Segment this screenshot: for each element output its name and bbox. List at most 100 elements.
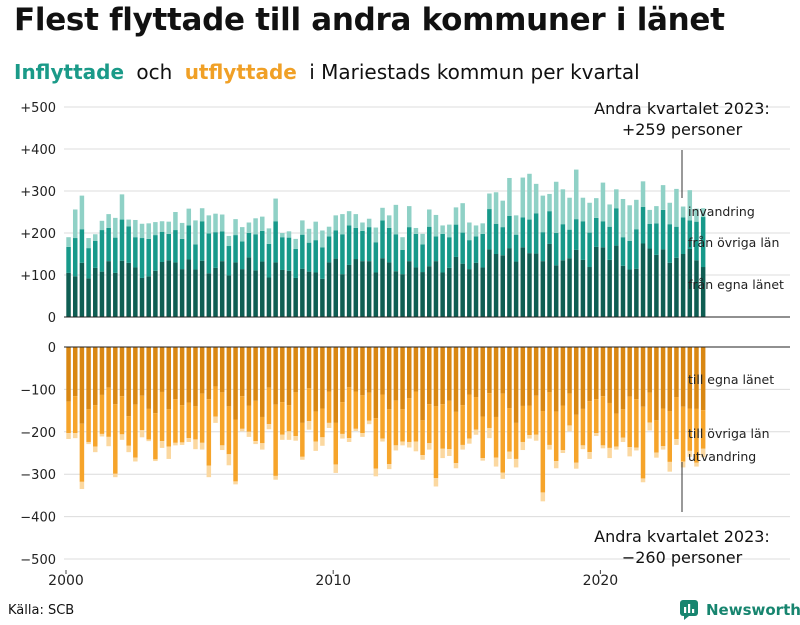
bar-in-local: [86, 278, 91, 317]
bar-in-local: [340, 274, 345, 317]
bar-in-local: [233, 262, 238, 317]
bar-out-local: [386, 347, 392, 410]
bar-in-immigration: [406, 206, 412, 228]
bar-out-local: [193, 347, 198, 407]
bar-in-region: [640, 206, 646, 244]
bar-in-local: [440, 272, 445, 317]
y-tick-label: +200: [20, 227, 56, 242]
bar-out-region: [654, 420, 659, 453]
bar-out-emigration: [273, 475, 278, 480]
bar-in-immigration: [520, 177, 526, 218]
label-fran-ovriga-lan: från övriga län: [688, 235, 779, 250]
bar-in-region: [286, 237, 292, 271]
bar-in-immigration: [286, 231, 292, 238]
bar-out-local: [453, 347, 459, 412]
bar-in-immigration: [413, 227, 419, 234]
bar-in-local: [427, 266, 432, 317]
bar-out-emigration: [660, 446, 666, 450]
bar-out-local: [640, 347, 646, 407]
bar-out-emigration: [233, 481, 238, 485]
bar-out-region: [353, 391, 359, 429]
bar-out-local: [580, 347, 586, 409]
bar-in-immigration: [687, 190, 693, 221]
bar-in-local: [620, 265, 626, 317]
bar-in-local: [179, 269, 185, 317]
bar-out-emigration: [286, 431, 292, 440]
bar-out-region: [313, 411, 318, 442]
bar-in-region: [553, 233, 559, 266]
bar-in-immigration: [507, 177, 512, 216]
bar-out-region: [199, 393, 205, 443]
y-tick-label: 0: [48, 311, 56, 326]
bar-out-emigration: [667, 461, 672, 472]
bar-in-region: [433, 236, 439, 262]
bar-in-local: [166, 260, 171, 317]
bar-in-region: [600, 221, 606, 248]
bar-in-immigration: [340, 214, 345, 235]
bar-in-local: [507, 248, 512, 317]
bar-out-emigration: [86, 441, 91, 445]
bar-out-emigration: [373, 468, 379, 477]
bar-out-region: [427, 404, 432, 444]
bar-out-region: [614, 413, 619, 447]
bar-out-region: [594, 399, 599, 434]
bar-out-region: [607, 402, 612, 448]
bar-in-local: [467, 269, 472, 317]
bar-in-region: [587, 232, 592, 268]
bar-in-immigration: [500, 200, 505, 228]
bar-out-emigration: [340, 433, 345, 439]
bar-out-region: [640, 406, 646, 479]
bar-out-region: [366, 392, 372, 421]
bar-out-local: [500, 347, 505, 394]
bar-out-emigration: [333, 464, 338, 473]
bar-out-local: [614, 347, 619, 414]
bar-in-immigration: [567, 197, 572, 230]
bar-out-region: [547, 392, 552, 445]
subtitle-utflyttade: utflyttade: [184, 60, 297, 84]
bar-in-local: [186, 259, 192, 317]
bar-out-local: [93, 347, 98, 406]
bar-out-local: [66, 347, 71, 402]
bar-in-region: [72, 238, 78, 277]
bar-in-region: [540, 232, 546, 262]
bar-in-region: [333, 230, 338, 259]
bar-in-immigration: [447, 224, 452, 238]
bar-out-region: [400, 409, 405, 442]
bar-out-region: [72, 396, 78, 434]
bar-out-local: [400, 347, 405, 410]
bar-out-local: [433, 347, 439, 407]
bar-out-emigration: [420, 455, 425, 460]
bar-out-local: [587, 347, 592, 402]
bar-out-emigration: [99, 433, 105, 437]
bar-in-immigration: [99, 220, 105, 231]
bar-in-region: [500, 227, 505, 256]
bar-out-local: [627, 347, 632, 397]
total-bottom-line1: Andra kvartalet 2023:: [594, 527, 770, 546]
subtitle-och: och: [136, 60, 173, 84]
bar-in-local: [199, 260, 205, 317]
bar-out-region: [293, 392, 298, 437]
bar-in-local: [99, 271, 105, 317]
bar-in-region: [79, 229, 85, 263]
bar-in-local: [239, 269, 245, 317]
bar-in-local: [540, 261, 546, 317]
bar-out-region: [560, 405, 566, 451]
bar-out-local: [594, 347, 599, 400]
bar-in-immigration: [253, 218, 258, 235]
bar-out-region: [139, 395, 145, 431]
bar-out-region: [380, 394, 385, 439]
bar-out-region: [620, 409, 626, 438]
bar-out-local: [473, 347, 479, 398]
bar-in-local: [153, 270, 158, 317]
bar-out-region: [286, 405, 292, 432]
bar-out-region: [326, 391, 332, 423]
bar-in-region: [213, 232, 218, 268]
bar-in-local: [587, 267, 592, 317]
bar-out-local: [360, 347, 365, 396]
bar-in-local: [694, 260, 699, 317]
bar-out-emigration: [239, 428, 245, 432]
bar-out-local: [547, 347, 552, 393]
label-till-egna-lanet: till egna länet: [688, 372, 774, 387]
bar-out-local: [280, 347, 285, 403]
bar-out-region: [587, 401, 592, 453]
